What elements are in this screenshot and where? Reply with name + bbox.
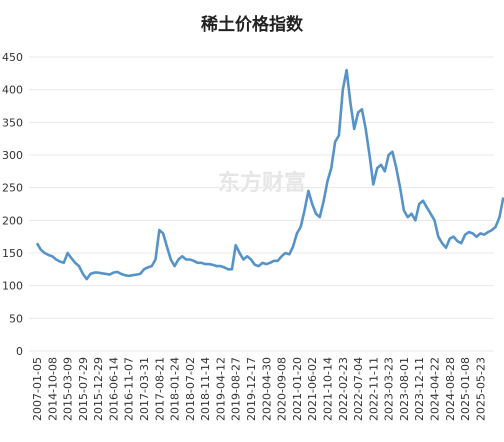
- x-tick-label: 2023-08-01: [398, 357, 411, 421]
- x-tick-label: 2023-03-23: [383, 357, 396, 421]
- x-tick-label: 2015-07-29: [77, 357, 90, 421]
- y-tick-label: 50: [9, 312, 23, 325]
- x-tick-label: 2016-11-07: [123, 357, 136, 421]
- x-tick-label: 2022-07-04: [352, 357, 365, 421]
- x-tick-label: 2019-08-27: [230, 357, 243, 421]
- x-tick-label: 2019-04-12: [214, 357, 227, 421]
- x-tick-label: 2020-04-30: [260, 357, 273, 421]
- y-tick-label: 450: [2, 51, 23, 64]
- y-tick-label: 0: [16, 345, 23, 358]
- line: [35, 68, 504, 281]
- y-tick-label: 300: [2, 149, 23, 162]
- x-tick-label: 2015-12-29: [92, 357, 105, 421]
- y-tick-label: 150: [2, 247, 23, 260]
- watermark: 东方财富: [218, 170, 306, 196]
- x-tick-label: 2018-11-14: [199, 357, 212, 421]
- x-tick-label: 2021-10-14: [321, 357, 334, 421]
- chart-title: 稀土价格指数: [201, 14, 304, 35]
- x-tick-label: 2021-06-02: [306, 357, 319, 421]
- y-tick-label: 100: [2, 280, 23, 293]
- x-tick-label: 2023-12-11: [413, 357, 426, 421]
- x-tick-label: 2020-09-08: [276, 357, 289, 421]
- x-tick-label: 2018-07-02: [184, 357, 197, 421]
- x-tick-label: 2022-02-23: [337, 357, 350, 421]
- x-tick-label: 2018-01-24: [169, 357, 182, 421]
- x-tick-label: 2016-06-14: [107, 357, 120, 421]
- y-tick-label: 250: [2, 182, 23, 195]
- y-tick-label: 200: [2, 214, 23, 227]
- x-tick-label: 2014-10-08: [46, 357, 59, 421]
- x-tick-label: 2021-01-20: [291, 357, 304, 421]
- x-tick-label: 2015-03-09: [62, 357, 75, 421]
- x-tick-label: 2007-01-05: [31, 357, 44, 421]
- x-tick-label: 2017-08-21: [153, 357, 166, 421]
- x-tick-label: 2024-04-22: [428, 357, 441, 421]
- x-tick-label: 2017-03-31: [138, 357, 151, 421]
- y-tick-label: 350: [2, 116, 23, 129]
- y-tick-label: 400: [2, 84, 23, 97]
- x-tick-label: 2025-05-23: [474, 357, 487, 421]
- x-tick-label: 2024-08-28: [444, 357, 457, 421]
- x-tick-label: 2025-01-08: [459, 357, 472, 421]
- x-tick-label: 2022-11-11: [367, 357, 380, 421]
- x-tick-label: 2019-12-17: [245, 357, 258, 421]
